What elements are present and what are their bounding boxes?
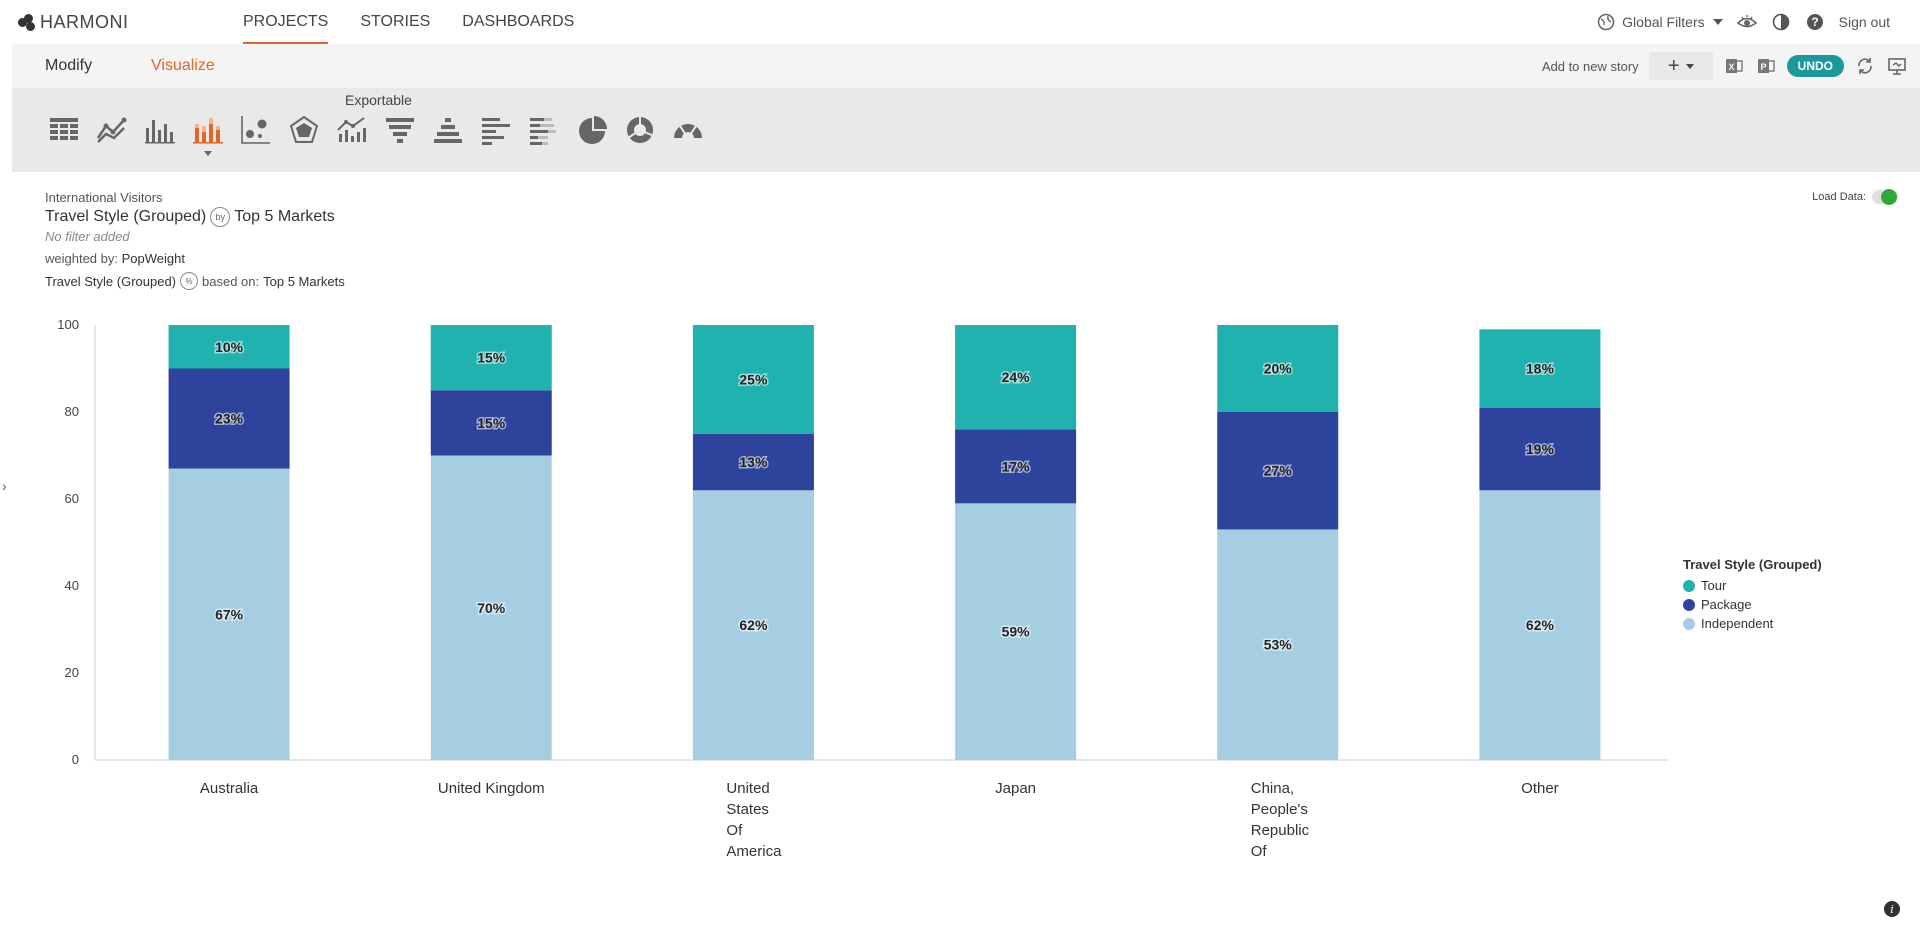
legend-item-package[interactable]: Package xyxy=(1683,595,1822,614)
top-nav: HARMONI PROJECTS STORIES DASHBOARDS Glob… xyxy=(0,0,1920,44)
plus-icon: + xyxy=(1667,54,1680,77)
title-column-variable[interactable]: Top 5 Markets xyxy=(234,208,335,225)
donut-chart-icon[interactable] xyxy=(624,112,656,148)
legend-label: Independent xyxy=(1701,616,1774,631)
horizontal-stacked-bar-chart-icon[interactable] xyxy=(528,112,560,148)
global-filters-dropdown[interactable]: Global Filters xyxy=(1596,12,1723,32)
undo-button[interactable]: UNDO xyxy=(1786,55,1844,77)
load-data-control: Load Data: xyxy=(1812,189,1898,205)
contrast-icon[interactable] xyxy=(1771,12,1791,32)
help-icon[interactable]: ? xyxy=(1805,12,1825,32)
eye-icon[interactable] xyxy=(1736,12,1757,32)
legend-label: Package xyxy=(1701,597,1752,612)
modify-tab[interactable]: Modify xyxy=(45,57,93,74)
tab-stories[interactable]: STORIES xyxy=(360,13,431,30)
legend-swatch xyxy=(1683,579,1695,592)
svg-text:X: X xyxy=(1728,62,1734,72)
sub-header: Modify Visualize Add to new story + X P … xyxy=(12,44,1920,88)
svg-text:?: ? xyxy=(1811,15,1818,29)
tab-dashboards[interactable]: DASHBOARDS xyxy=(462,13,575,30)
refresh-icon[interactable] xyxy=(1854,55,1876,77)
radar-chart-icon[interactable] xyxy=(288,112,320,148)
legend-swatch xyxy=(1683,617,1695,630)
legend-item-independent[interactable]: Independent xyxy=(1683,614,1822,633)
title-row-variable[interactable]: Travel Style (Grouped) xyxy=(45,208,207,225)
legend-label: Tour xyxy=(1701,578,1727,593)
visualize-tab[interactable]: Visualize xyxy=(151,57,215,74)
powerpoint-export-icon[interactable]: P xyxy=(1755,55,1777,77)
filter-status: No filter added xyxy=(45,229,130,244)
weighted-value: PopWeight xyxy=(121,251,185,266)
global-filters-label: Global Filters xyxy=(1622,14,1705,30)
pie-chart-icon[interactable] xyxy=(576,112,608,148)
chevron-down-icon xyxy=(1712,19,1723,25)
chart-legend: Travel Style (Grouped) Tour Package Inde… xyxy=(1683,557,1822,633)
add-to-story-label: Add to new story xyxy=(1541,58,1639,74)
globe-icon xyxy=(1596,12,1616,32)
percentage-base: Travel Style (Grouped) % based on: Top 5… xyxy=(45,272,345,290)
funnel-chart-icon[interactable] xyxy=(384,112,416,148)
horizontal-bar-chart-icon[interactable] xyxy=(480,112,512,148)
percentage-icon[interactable]: % xyxy=(180,272,199,290)
load-data-label: Load Data: xyxy=(1812,191,1866,203)
chart-type-list xyxy=(48,112,704,156)
line-chart-icon[interactable] xyxy=(96,112,128,148)
visualization-panel xyxy=(12,180,1920,929)
chevron-right-icon[interactable]: › xyxy=(2,478,7,494)
exportable-label: Exportable xyxy=(345,92,412,108)
gauge-chart-icon[interactable] xyxy=(672,112,704,148)
load-data-toggle[interactable] xyxy=(1872,189,1898,205)
line-bar-chart-icon[interactable] xyxy=(336,112,368,148)
info-icon[interactable]: i xyxy=(1884,901,1900,917)
harmoni-logo[interactable]: HARMONI xyxy=(18,12,129,33)
sub-header-actions: Add to new story + X P UNDO xyxy=(1542,44,1908,88)
legend-item-tour[interactable]: Tour xyxy=(1683,576,1822,595)
sign-out-link[interactable]: Sign out xyxy=(1838,14,1890,30)
weighted-by: weighted by: PopWeight xyxy=(45,251,185,266)
based-variable: Travel Style (Grouped) xyxy=(45,273,177,289)
chart-type-toolbar: Exportable xyxy=(12,88,1920,172)
based-value: Top 5 Markets xyxy=(263,273,345,289)
present-icon[interactable] xyxy=(1886,55,1908,77)
tab-projects[interactable]: PROJECTS xyxy=(243,0,329,44)
toggle-knob xyxy=(1881,189,1897,205)
swap-by-icon[interactable]: by xyxy=(210,207,231,227)
chevron-down-icon xyxy=(204,151,212,156)
stacked-bar-chart-icon[interactable] xyxy=(192,112,224,156)
legend-swatch xyxy=(1683,598,1695,611)
scatter-chart-icon[interactable] xyxy=(240,112,272,148)
dataset-name: International Visitors xyxy=(45,190,163,205)
logo-text: HARMONI xyxy=(40,12,129,32)
add-to-story-button[interactable]: + xyxy=(1648,52,1713,80)
legend-title: Travel Style (Grouped) xyxy=(1683,557,1822,572)
svg-text:P: P xyxy=(1760,62,1766,72)
logo-mark-icon xyxy=(18,13,36,32)
table-chart-icon[interactable] xyxy=(48,112,80,148)
excel-export-icon[interactable]: X xyxy=(1723,55,1745,77)
nav-right-tools: Global Filters ? Sign out xyxy=(1596,0,1890,44)
bar-chart-icon[interactable] xyxy=(144,112,176,148)
main-nav-tabs: PROJECTS STORIES DASHBOARDS xyxy=(243,0,574,44)
weighted-label: weighted by: xyxy=(45,251,118,266)
chevron-down-icon xyxy=(1685,63,1694,69)
based-label: based on: xyxy=(202,273,260,289)
pyramid-chart-icon[interactable] xyxy=(432,112,464,148)
chart-title: Travel Style (Grouped) by Top 5 Markets xyxy=(45,207,335,227)
